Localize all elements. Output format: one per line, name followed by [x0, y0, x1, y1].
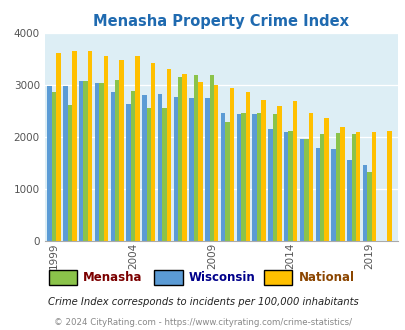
Bar [205, 98, 209, 241]
Bar [79, 81, 83, 241]
Bar [268, 129, 272, 241]
Bar [362, 165, 367, 241]
Bar [151, 63, 155, 241]
Bar [56, 53, 61, 241]
Bar [351, 134, 355, 241]
Bar [110, 92, 115, 241]
Bar [126, 104, 130, 241]
Bar [236, 114, 241, 241]
Bar [158, 94, 162, 241]
Bar [335, 133, 339, 241]
Text: Crime Index corresponds to incidents per 100,000 inhabitants: Crime Index corresponds to incidents per… [47, 297, 358, 307]
Bar [162, 108, 166, 241]
Bar [288, 131, 292, 241]
Bar [166, 69, 171, 241]
Bar [119, 59, 124, 241]
Bar [182, 74, 186, 241]
Bar [339, 127, 344, 241]
Bar [95, 83, 99, 241]
Bar [213, 85, 218, 241]
Bar [355, 132, 360, 241]
Bar [87, 51, 92, 241]
Bar [220, 113, 225, 241]
Bar [371, 132, 375, 241]
Bar [115, 80, 119, 241]
Bar [198, 82, 202, 241]
Bar [272, 114, 276, 241]
Bar [292, 101, 296, 241]
Bar [47, 86, 52, 241]
Bar [315, 148, 319, 241]
Bar [83, 81, 87, 241]
Bar [252, 114, 256, 241]
Bar [324, 118, 328, 241]
Bar [284, 132, 288, 241]
Bar [178, 77, 182, 241]
Bar [308, 113, 312, 241]
Bar [52, 92, 56, 241]
Text: © 2024 CityRating.com - https://www.cityrating.com/crime-statistics/: © 2024 CityRating.com - https://www.city… [54, 318, 351, 327]
Bar [367, 172, 371, 241]
Bar [142, 95, 146, 241]
Text: Wisconsin: Wisconsin [188, 271, 255, 284]
Bar [99, 83, 103, 241]
Bar [241, 113, 245, 241]
Bar [193, 75, 198, 241]
Bar [229, 87, 234, 241]
Bar [330, 149, 335, 241]
Bar [261, 100, 265, 241]
Bar [225, 122, 229, 241]
Bar [146, 108, 151, 241]
Bar [346, 160, 351, 241]
Bar [130, 91, 135, 241]
Bar [189, 98, 193, 241]
Bar [135, 56, 139, 241]
Bar [303, 139, 308, 241]
Text: Menasha: Menasha [83, 271, 143, 284]
Bar [256, 113, 261, 241]
Bar [173, 97, 178, 241]
Bar [245, 92, 249, 241]
Bar [319, 134, 324, 241]
Bar [299, 139, 303, 241]
Bar [276, 106, 281, 241]
Bar [72, 51, 76, 241]
Bar [209, 75, 213, 241]
Text: National: National [298, 271, 354, 284]
Title: Menasha Property Crime Index: Menasha Property Crime Index [93, 14, 348, 29]
Bar [103, 56, 108, 241]
Bar [68, 105, 72, 241]
Bar [386, 131, 391, 241]
Bar [63, 86, 68, 241]
